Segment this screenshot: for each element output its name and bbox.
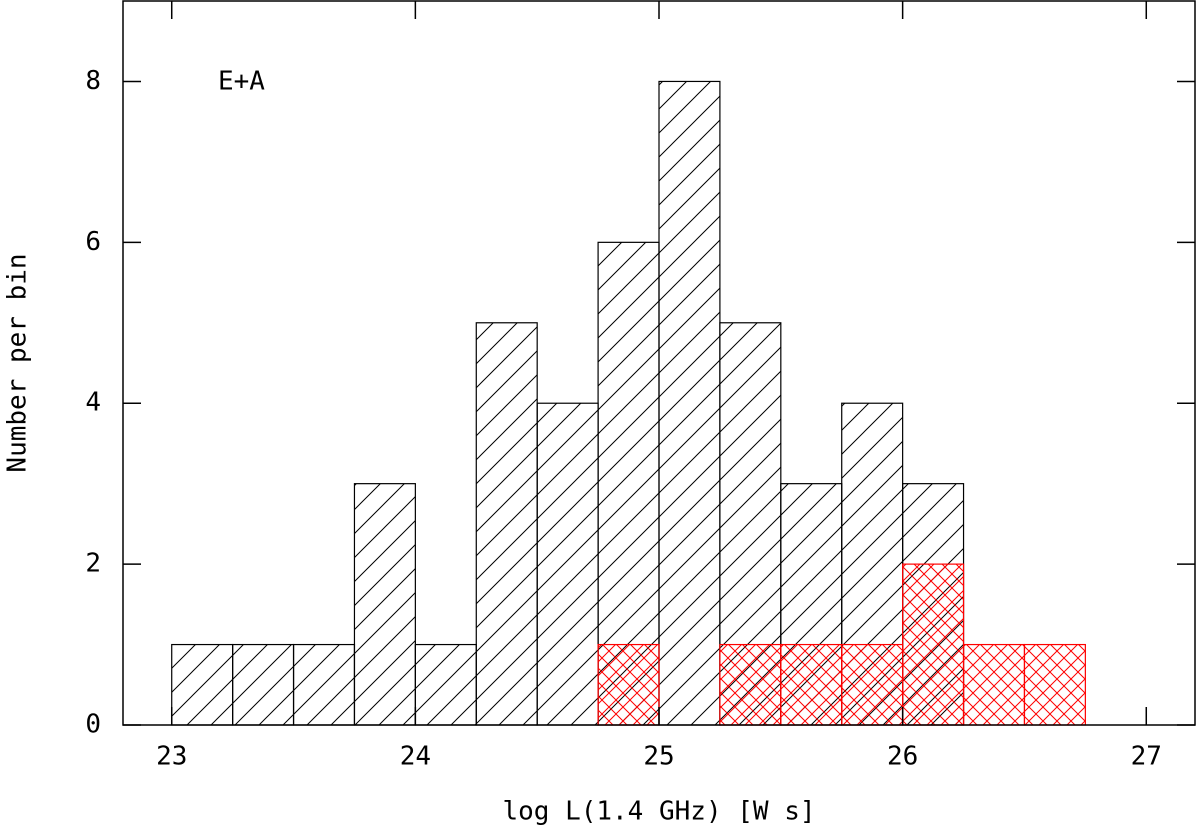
x-tick-label: 25 [643, 742, 674, 772]
histogram-bar [902, 563, 965, 726]
y-tick-label: 8 [85, 66, 101, 96]
histogram-bar [171, 643, 234, 726]
histogram-bar [414, 643, 477, 726]
histogram-bar [353, 483, 416, 726]
y-tick-label: 0 [85, 710, 101, 740]
x-tick-label: 23 [156, 742, 187, 772]
histogram-bar [1023, 643, 1086, 726]
histogram-bar [597, 643, 660, 726]
histogram-bar [658, 80, 721, 726]
x-tick-label: 27 [1131, 742, 1162, 772]
x-tick-label: 26 [887, 742, 918, 772]
histogram-bar [780, 643, 843, 726]
y-tick-label: 6 [85, 227, 101, 257]
y-tick-label: 2 [85, 549, 101, 579]
histogram-bar [292, 643, 356, 726]
y-axis-label: Number per bin [3, 253, 33, 472]
histogram-bar [962, 643, 1026, 726]
histogram-bar [232, 643, 295, 726]
y-tick-label: 4 [85, 388, 101, 418]
annotation: E+A [218, 67, 265, 97]
histogram-bar [719, 643, 782, 726]
x-tick-label: 24 [400, 742, 431, 772]
histogram-bar [536, 402, 599, 726]
x-axis-label: log L(1.4 GHz) [W s] [502, 797, 815, 827]
histogram-bar [475, 322, 538, 726]
histogram-bar [841, 643, 904, 726]
plot-area [171, 80, 1086, 726]
